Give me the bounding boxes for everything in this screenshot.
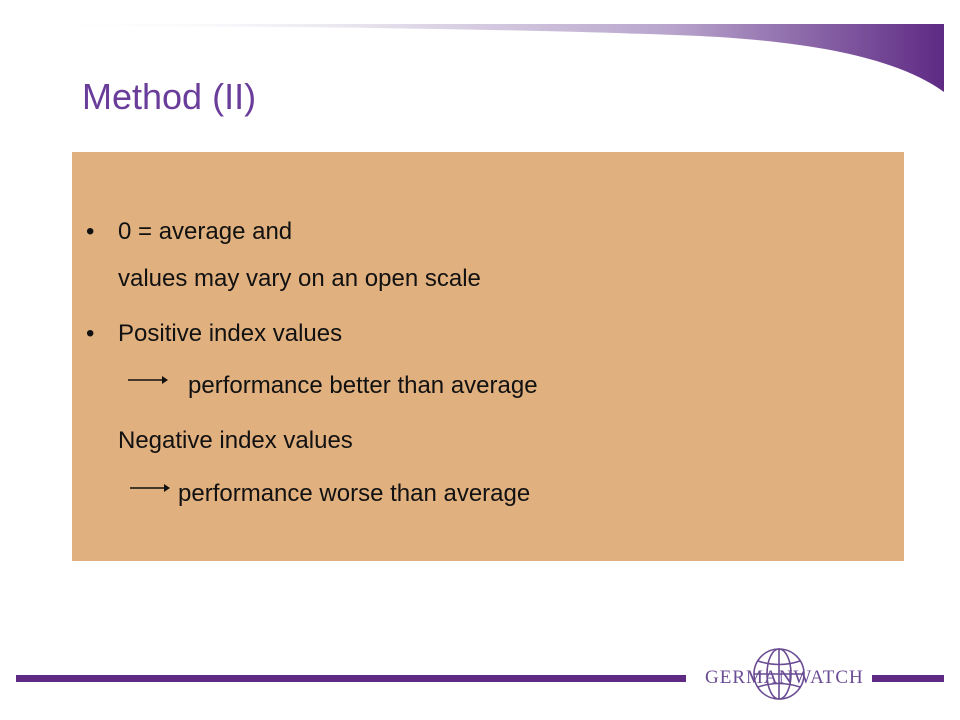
content-panel: • 0 = average and values may vary on an … [72,152,904,561]
arrow-right-icon [130,484,170,492]
bullet-marker: • [86,320,95,347]
bullet-1-line-1: 0 = average and [118,218,293,245]
footer-bar-end [872,675,944,682]
logo-wordmark: GERMANWATCH [705,667,864,688]
header-swoosh [40,24,944,92]
bullet-1-line-2: values may vary on an open scale [118,265,481,292]
globe-icon [753,648,805,700]
bullet-2-line-3: Negative index values [118,427,353,454]
bullet-2-line-2: performance better than average [188,372,538,399]
footer-bar [16,675,686,682]
bullet-marker: • [86,218,95,245]
arrow-right-icon [128,376,168,384]
bullet-2-line-4: performance worse than average [178,480,531,507]
page-title: Method (II) [82,76,257,117]
bullet-2-line-1: Positive index values [118,320,343,347]
